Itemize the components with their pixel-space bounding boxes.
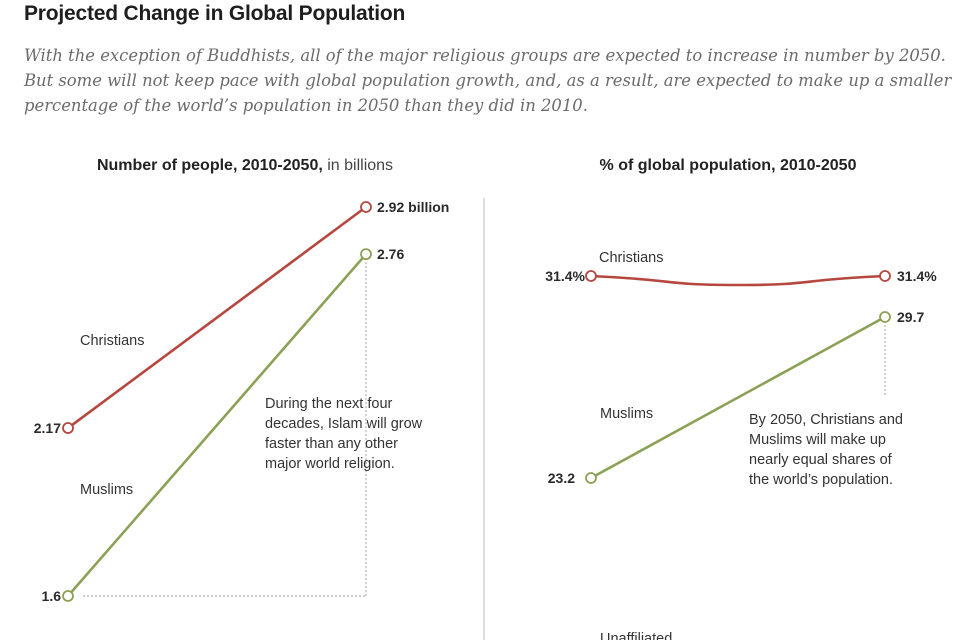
right-line-muslims — [590, 315, 886, 480]
left-annotation-line: During the next four — [265, 396, 393, 412]
right-panel-title: % of global population, 2010-2050 — [600, 157, 857, 174]
left-value-muslims-2010: 1.6 — [42, 588, 62, 604]
right-point-christians-2010 — [585, 270, 597, 282]
right-label-muslims: Muslims — [600, 406, 653, 422]
right-line-christians — [590, 274, 886, 287]
left-point-muslims-2010 — [62, 590, 74, 602]
left-annotation-line: major world religion. — [265, 456, 395, 472]
right-value-muslims-2010: 23.2 — [548, 470, 575, 486]
left-label-muslims: Muslims — [80, 482, 133, 498]
left-point-christians-2010 — [62, 422, 74, 434]
left-line-muslims — [67, 253, 367, 597]
left-label-christians: Christians — [80, 333, 144, 349]
right-annotation: By 2050, Christians and Muslims will mak… — [749, 412, 907, 488]
left-point-muslims-2050 — [360, 248, 372, 261]
right-point-christians-2050 — [879, 270, 891, 282]
left-panel: Number of people, 2010-2050, in billions… — [34, 157, 450, 604]
right-annotation-line: Muslims will make up — [749, 432, 886, 448]
left-value-muslims-2050: 2.76 — [377, 246, 404, 262]
left-panel-title-light: in billions — [323, 157, 393, 174]
right-panel-title-bold: % of global population, 2010-2050 — [600, 157, 857, 174]
right-label-unaffiliated: Unaffiliated — [600, 631, 672, 640]
left-panel-title-bold: Number of people, 2010-2050, — [97, 157, 323, 174]
right-value-christians-2050: 31.4% — [897, 268, 937, 284]
right-value-christians-2010: 31.4% — [545, 268, 585, 284]
right-annotation-line: By 2050, Christians and — [749, 412, 903, 428]
left-value-christians-2050: 2.92 billion — [377, 199, 449, 215]
right-point-muslims-2050 — [879, 311, 891, 323]
left-annotation-line: faster than any other — [265, 436, 398, 452]
left-annotation-line: decades, Islam will grow — [265, 416, 423, 432]
right-panel: % of global population, 2010-2050 31.4% 3… — [545, 157, 937, 640]
right-point-muslims-2010 — [585, 472, 597, 484]
left-value-christians-2010: 2.17 — [34, 420, 61, 436]
right-annotation-line: nearly equal shares of — [749, 452, 893, 468]
left-line-christians — [67, 205, 367, 430]
left-annotation: During the next four decades, Islam will… — [265, 396, 426, 472]
right-label-christians: Christians — [599, 250, 663, 266]
right-annotation-line: the world’s population. — [749, 472, 893, 488]
left-point-christians-2050 — [360, 201, 372, 213]
right-value-muslims-2050: 29.7 — [897, 309, 924, 325]
chart-title: Projected Change in Global Population — [24, 2, 406, 25]
left-panel-title: Number of people, 2010-2050, in billions — [97, 157, 393, 174]
chart-subtitle: With the exception of Buddhists, all of … — [24, 46, 952, 115]
